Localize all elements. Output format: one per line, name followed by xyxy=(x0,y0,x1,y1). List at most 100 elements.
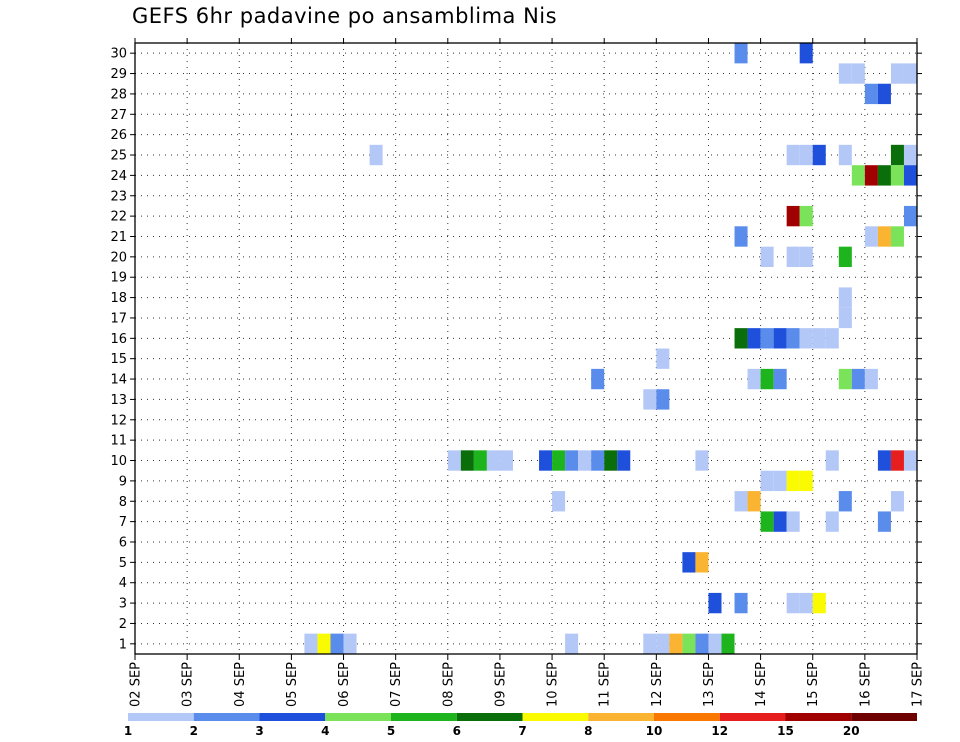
legend-swatch xyxy=(588,713,654,721)
heatmap-cell xyxy=(695,633,709,654)
data-cells xyxy=(304,43,917,654)
legend-label: 20 xyxy=(843,724,860,738)
heatmap-cell xyxy=(643,633,657,654)
heatmap-cell xyxy=(773,368,787,390)
heatmap-cell xyxy=(447,450,461,471)
legend-colorbar: 1 2 3 4 5 6 7 8 10 12 15 20 xyxy=(124,713,917,738)
y-tick-label: 24 xyxy=(110,169,127,184)
heatmap-cell xyxy=(656,389,670,410)
heatmap-cell xyxy=(851,368,865,390)
heatmap-cell xyxy=(578,450,592,471)
y-tick-label: 25 xyxy=(110,149,127,164)
y-tick-label: 14 xyxy=(110,373,127,388)
legend-swatch xyxy=(193,713,260,721)
heatmap-cell xyxy=(747,368,761,390)
heatmap-cell xyxy=(825,511,839,532)
x-tick-label: 16 SEP xyxy=(858,662,873,707)
heatmap-cell xyxy=(734,491,748,512)
y-tick-label: 29 xyxy=(110,67,127,82)
heatmap-cell xyxy=(591,368,605,390)
heatmap-cell xyxy=(877,450,891,471)
y-tick-label: 19 xyxy=(110,271,127,286)
y-tick-label: 18 xyxy=(110,291,127,306)
x-axis: 02 SEP 03 SEP 04 SEP 05 SEP 06 SEP 07 SEP 08 S… xyxy=(129,38,926,707)
y-tick-label: 26 xyxy=(110,128,127,143)
legend-swatch xyxy=(456,713,523,721)
x-tick-label: 12 SEP xyxy=(650,662,665,707)
heatmap-cell xyxy=(877,511,891,532)
heatmap-cell xyxy=(890,491,904,512)
x-tick-label: 17 SEP xyxy=(911,662,926,707)
legend-label: 3 xyxy=(255,724,263,738)
heatmap-cell xyxy=(747,328,761,349)
heatmap-cell xyxy=(773,511,787,532)
y-tick-label: 21 xyxy=(110,230,127,245)
heatmap-cell xyxy=(812,144,826,166)
heatmap-cell xyxy=(890,450,904,471)
heatmap-cell xyxy=(890,144,904,166)
x-tick-label: 02 SEP xyxy=(129,662,144,707)
heatmap-cell xyxy=(786,205,800,227)
heatmap-cell xyxy=(877,226,891,247)
heatmap-cell xyxy=(565,450,579,471)
heatmap-cell xyxy=(890,165,904,186)
x-tick-label: 13 SEP xyxy=(702,662,717,707)
heatmap-cell xyxy=(747,491,761,512)
heatmap-cell xyxy=(708,633,722,654)
heatmap-cell xyxy=(864,83,878,105)
heatmap-cell xyxy=(760,246,774,268)
heatmap-cell xyxy=(786,246,800,268)
y-tick-label: 27 xyxy=(110,108,127,123)
heatmap-cell xyxy=(890,226,904,247)
legend-swatch xyxy=(851,713,917,721)
heatmap-cell xyxy=(760,368,774,390)
heatmap-cell xyxy=(565,633,579,654)
legend-label: 1 xyxy=(124,724,132,738)
x-tick-label: 11 SEP xyxy=(598,662,613,707)
heatmap-cell xyxy=(734,592,748,614)
y-tick-label: 23 xyxy=(110,189,127,204)
legend-label: 12 xyxy=(711,724,728,738)
heatmap-cell xyxy=(760,470,774,492)
legend-swatch xyxy=(325,713,391,721)
legend-swatch xyxy=(522,713,589,721)
chart-title: GEFS 6hr padavine po ansamblima Nis xyxy=(132,4,558,28)
x-tick-label: 15 SEP xyxy=(806,662,821,707)
legend-label: 6 xyxy=(453,724,461,738)
heatmap-cell xyxy=(838,287,852,308)
y-tick-label: 13 xyxy=(110,393,127,408)
x-tick-label: 07 SEP xyxy=(389,662,404,707)
heatmap-cell xyxy=(643,389,657,410)
y-tick-label: 12 xyxy=(110,413,127,428)
y-tick-label: 4 xyxy=(119,576,127,591)
heatmap-cell xyxy=(682,633,696,654)
y-tick-label: 28 xyxy=(110,87,127,102)
heatmap-cell xyxy=(786,511,800,532)
heatmap-cell xyxy=(734,328,748,349)
heatmap-cell xyxy=(838,63,852,84)
heatmap-cell xyxy=(760,511,774,532)
heatmap-cell xyxy=(682,552,696,573)
heatmap-cell xyxy=(669,633,683,654)
heatmap-cell xyxy=(539,450,553,471)
y-axis: 1234567891011121314151617181920212223242… xyxy=(110,47,922,652)
heatmap-cell xyxy=(486,450,500,471)
y-tick-label: 11 xyxy=(110,434,127,449)
x-tick-label: 14 SEP xyxy=(754,662,769,707)
heatmap-cell xyxy=(812,328,826,349)
y-tick-label: 20 xyxy=(110,250,127,265)
heatmap-cell xyxy=(591,450,605,471)
heatmap-cell xyxy=(799,470,813,492)
legend-label: 10 xyxy=(646,724,663,738)
heatmap-cell xyxy=(825,450,839,471)
heatmap-cell xyxy=(773,470,787,492)
heatmap-cell xyxy=(552,491,566,512)
legend-swatch xyxy=(391,713,457,721)
heatmap-cell xyxy=(656,633,670,654)
x-tick-label: 10 SEP xyxy=(546,662,561,707)
heatmap-cell xyxy=(825,328,839,349)
heatmap-cell xyxy=(708,592,722,614)
legend-label: 8 xyxy=(584,724,592,738)
